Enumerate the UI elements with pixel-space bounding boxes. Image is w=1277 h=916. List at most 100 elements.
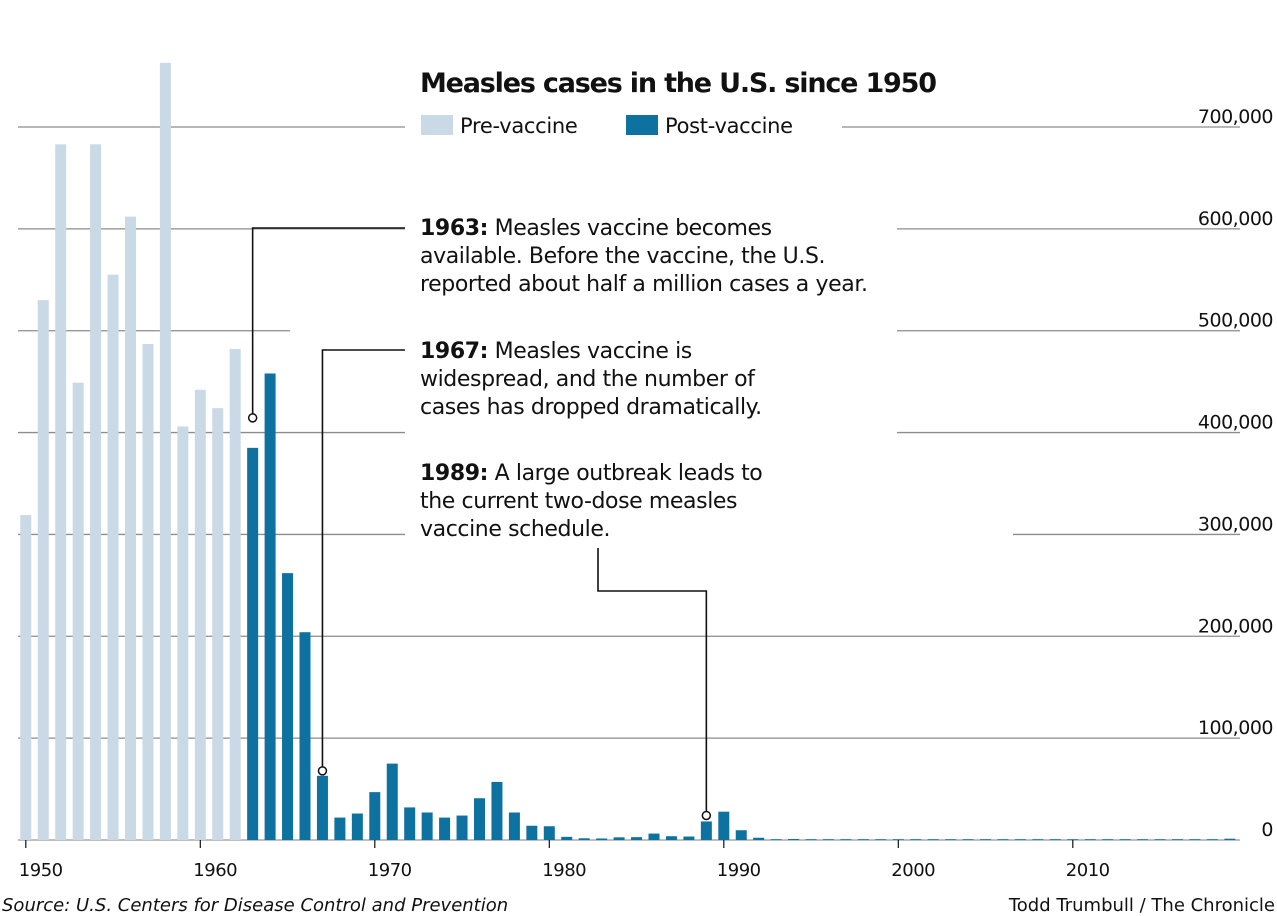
bar-1965 — [282, 573, 294, 840]
bar-1966 — [299, 632, 311, 840]
bar-1956 — [125, 216, 136, 840]
bar-1997 — [840, 839, 852, 840]
y-tick-label-300000: 300,000 — [1198, 513, 1273, 535]
bar-2001 — [910, 839, 922, 840]
legend-label-pre-vaccine: Pre-vaccine — [460, 114, 578, 138]
legend-swatch-post-vaccine — [626, 115, 658, 135]
legend-label-post-vaccine: Post-vaccine — [665, 114, 793, 138]
bar-1996 — [823, 839, 834, 840]
bar-2015 — [1154, 839, 1166, 840]
bar-1962 — [229, 349, 241, 840]
bar-1961 — [212, 408, 224, 840]
bar-2000 — [892, 839, 904, 840]
bar-1960 — [194, 389, 206, 840]
bar-1980 — [543, 826, 555, 840]
chart-title: Measles cases in the U.S. since 1950 — [420, 68, 936, 99]
y-tick-label-400000: 400,000 — [1198, 412, 1273, 434]
bar-1989 — [700, 821, 712, 840]
x-tick-label-1950: 1950 — [19, 860, 63, 881]
bar-1987 — [665, 836, 677, 840]
bar-1974 — [439, 817, 451, 840]
credit-note: Todd Trumbull / The Chronicle — [1008, 895, 1275, 916]
bar-1982 — [578, 838, 590, 840]
bar-2010 — [1067, 839, 1079, 840]
annotation-1989-label: 1989: — [420, 461, 488, 486]
bar-1971 — [386, 763, 398, 840]
bar-1976 — [474, 798, 485, 840]
bar-1973 — [421, 812, 433, 840]
leader-line-1967 — [321, 349, 405, 771]
bar-1981 — [561, 836, 573, 840]
y-tick-label-0: 0 — [1261, 819, 1273, 841]
x-tick-label-2000: 2000 — [891, 860, 935, 881]
y-tick-label-100000: 100,000 — [1198, 717, 1273, 739]
bar-2006 — [997, 839, 1009, 840]
annotation-leaders — [247, 227, 712, 821]
bar-2004 — [962, 839, 974, 840]
bar-1955 — [107, 274, 119, 840]
bar-2017 — [1189, 839, 1201, 840]
x-tick-label-1960: 1960 — [193, 860, 237, 881]
bar-1992 — [753, 837, 765, 840]
bar-1967 — [316, 775, 328, 840]
y-tick-label-200000: 200,000 — [1198, 615, 1273, 637]
bar-2002 — [927, 839, 939, 840]
bar-1958 — [159, 62, 171, 840]
y-tick-label-500000: 500,000 — [1198, 310, 1273, 332]
bar-1977 — [491, 781, 503, 840]
marker-1967 — [317, 766, 328, 776]
bar-1951 — [37, 300, 49, 840]
bar-1979 — [526, 825, 538, 840]
bar-2003 — [945, 839, 957, 840]
bar-1959 — [177, 426, 189, 840]
bars — [20, 62, 1236, 840]
bar-1995 — [805, 839, 817, 840]
bar-1993 — [770, 839, 782, 840]
bar-2008 — [1032, 839, 1044, 840]
annotation-1963-label: 1963: — [420, 216, 488, 241]
bar-1963 — [247, 447, 259, 840]
bar-1970 — [369, 792, 381, 840]
bar-1999 — [875, 839, 887, 840]
x-axis: 1950 1960 1970 1980 1990 2000 2010 — [19, 840, 1110, 881]
bar-1964 — [264, 373, 276, 840]
y-tick-label-600000: 600,000 — [1198, 208, 1273, 230]
bar-2011 — [1084, 839, 1096, 840]
leader-line-1989 — [597, 548, 708, 816]
bar-2013 — [1119, 839, 1131, 840]
bar-1983 — [596, 838, 608, 840]
x-tick-label-1970: 1970 — [368, 860, 412, 881]
marker-1963 — [247, 413, 258, 423]
bar-1988 — [683, 836, 695, 840]
bar-1998 — [857, 839, 869, 840]
bar-2014 — [1137, 839, 1149, 840]
bar-1957 — [142, 343, 154, 840]
bar-1985 — [631, 837, 643, 840]
annotation-1989: 1989: A large outbreak leads to the curr… — [420, 461, 769, 542]
bar-2009 — [1049, 839, 1061, 840]
bar-1984 — [613, 837, 625, 840]
leader-line-1963 — [251, 227, 405, 418]
annotation-1963: 1963: Measles vaccine becomes available.… — [420, 216, 868, 297]
x-tick-label-1980: 1980 — [542, 860, 586, 881]
y-tick-label-700000: 700,000 — [1198, 106, 1273, 128]
source-note: Source: U.S. Centers for Disease Control… — [2, 895, 508, 916]
legend-swatch-pre-vaccine — [421, 115, 453, 135]
bar-2005 — [980, 839, 992, 840]
bar-1972 — [404, 807, 416, 840]
annotation-1967-label: 1967: — [420, 339, 488, 364]
marker-1989 — [701, 810, 712, 821]
annotations: 1963: Measles vaccine becomes available.… — [420, 216, 868, 542]
x-tick-label-2010: 2010 — [1066, 860, 1110, 881]
y-axis-labels: 0 100,000 200,000 300,000 400,000 500,000 600,… — [1198, 106, 1274, 841]
bar-1968 — [334, 817, 346, 840]
bar-2019 — [1224, 838, 1236, 840]
bar-2018 — [1206, 839, 1218, 840]
annotation-1967: 1967: Measles vaccine is widespread, and… — [420, 339, 762, 420]
legend: Pre-vaccine Post-vaccine — [421, 114, 793, 138]
bar-1994 — [788, 838, 800, 840]
bar-1991 — [735, 830, 747, 840]
bar-2007 — [1014, 839, 1026, 840]
bar-2012 — [1102, 839, 1114, 840]
